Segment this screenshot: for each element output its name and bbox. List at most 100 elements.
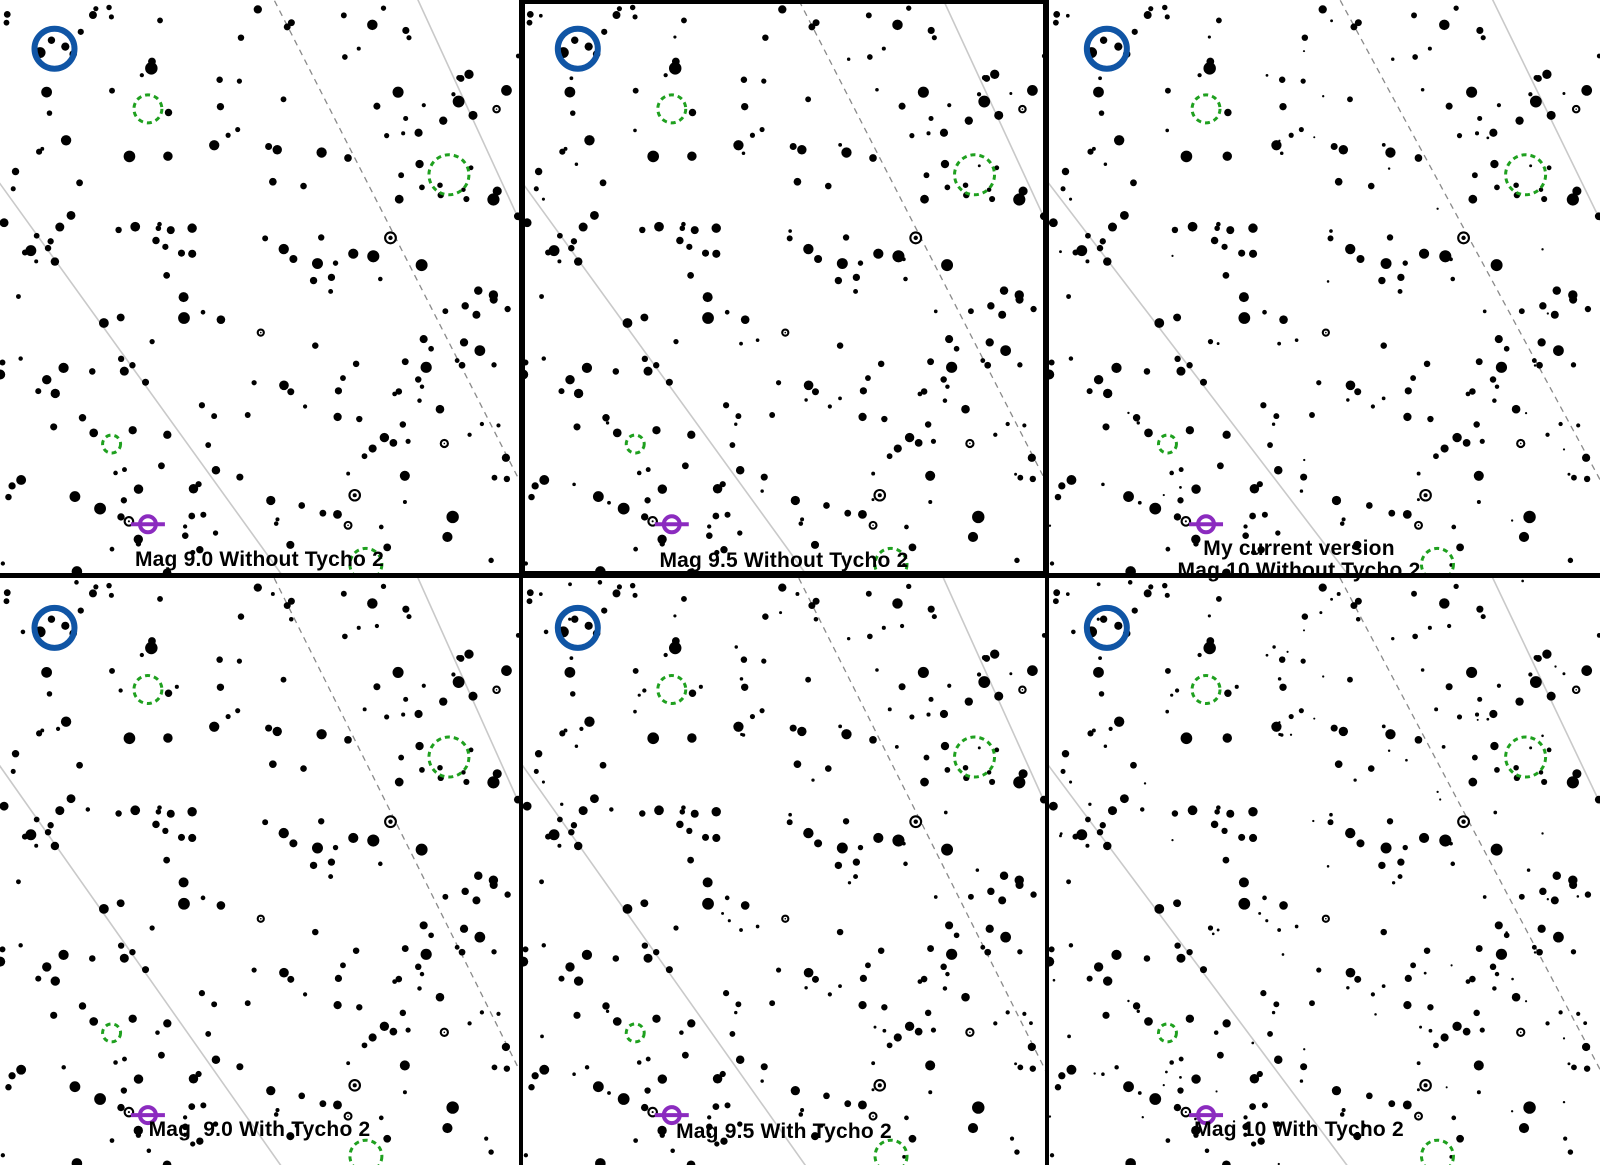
star-marker [1490,843,1503,856]
star-marker [841,147,852,158]
star-marker [925,470,936,481]
star-marker-open [123,1106,135,1118]
star-marker [302,404,308,409]
star-marker [687,856,695,864]
grid-line-2 [942,0,1045,222]
star-marker [89,955,96,962]
star-marker [1085,843,1090,848]
green-dashed-circle-1 [132,93,164,125]
star-marker [1567,557,1574,564]
panel-bottom-middle[interactable] [523,578,1045,1165]
star-marker [463,778,470,785]
star-marker [491,474,498,481]
star-marker [3,10,11,18]
star-marker [378,861,383,867]
star-marker [1300,1063,1308,1071]
star-marker [1049,1153,1055,1158]
star-marker [1416,471,1421,476]
star-marker [711,223,721,233]
star-marker [803,380,814,391]
star-marker [1541,195,1548,203]
star-marker [117,513,125,521]
panel-top-middle[interactable] [523,0,1045,573]
blue-circle-icon [31,604,78,651]
star-marker [348,832,359,843]
star-marker [1411,590,1417,597]
star-marker [569,656,574,661]
star-marker-open [1414,520,1423,530]
star-marker [1149,1093,1162,1105]
star-marker [55,726,61,731]
star-marker [69,491,81,502]
star-marker [384,133,390,139]
star-marker [1099,822,1106,829]
star-marker [679,225,686,232]
star-marker [657,1125,667,1136]
star-marker [380,5,387,11]
star-marker [251,380,257,386]
star-marker [515,53,519,59]
star-marker [368,444,377,453]
star-marker [632,14,638,20]
star-marker [454,358,460,363]
star-marker [917,86,929,98]
star-marker [836,928,844,936]
star-marker [1539,887,1547,896]
star-marker [1058,1072,1066,1080]
star-marker [61,1065,66,1070]
star-marker [361,453,368,460]
star-marker [1416,1061,1421,1066]
star-marker [10,186,16,192]
star-marker [1065,592,1070,596]
panel-top-right[interactable] [1049,0,1600,573]
star-marker [1059,832,1063,836]
star-marker [1221,243,1228,250]
star-marker [1338,726,1349,737]
star-marker [1207,925,1214,931]
star-marker [55,806,65,816]
star-marker [162,827,169,834]
green-dashed-circle-2 [1504,153,1548,197]
star-marker [899,623,905,629]
planet-symbol-icon [130,1105,165,1126]
star-marker [976,672,982,677]
star-marker [967,531,979,543]
star-marker [367,834,380,847]
star-layer [0,580,519,1165]
star-marker [819,1123,824,1128]
star-marker [846,57,851,61]
star-marker [1148,584,1154,590]
star-marker [1452,1021,1462,1031]
star-marker [1273,413,1280,420]
star-marker [344,154,352,162]
star-marker [1049,1115,1052,1118]
star-marker [1275,1121,1281,1127]
star-marker [1353,778,1357,782]
star-marker [1203,62,1216,75]
star-marker [1402,1100,1412,1110]
star-marker [556,816,563,823]
star-marker [769,412,776,418]
star-marker [797,145,807,155]
star-marker [1197,73,1202,78]
green-dashed-circle-1 [132,674,164,706]
star-marker [417,398,422,403]
panel-bottom-left[interactable] [0,578,519,1165]
star-layer [1049,4,1600,573]
star-marker [1216,805,1221,810]
star-marker [58,949,69,960]
star-marker [489,295,498,304]
star-marker [558,975,565,982]
star-marker [865,375,871,381]
panel-top-left[interactable] [0,0,519,573]
panel-bottom-right[interactable] [1049,578,1600,1165]
star-marker [858,412,867,422]
star-marker [1261,511,1268,518]
star-marker [25,245,37,257]
star-marker [942,986,948,991]
star-marker [1113,716,1125,727]
star-marker-open [439,1027,449,1037]
star-marker [61,621,70,630]
star-marker [1381,724,1386,729]
star-marker [812,19,820,27]
